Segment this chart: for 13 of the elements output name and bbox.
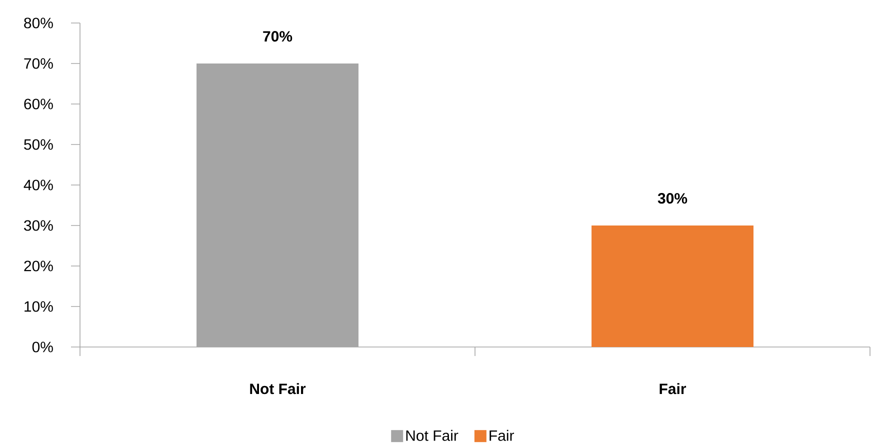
y-tick-label: 20% [24,260,53,272]
y-tick-label: 50% [24,139,53,150]
y-tick-label: 0% [32,342,53,352]
data-label: 70% [263,31,292,42]
y-tick-label: 40% [24,180,53,190]
y-tick-label: 10% [24,301,53,312]
y-tick-label: 70% [24,58,53,69]
legend-label: Not Fair [406,430,458,441]
legend-label: Fair [490,430,514,441]
y-tick-label: 60% [24,98,53,110]
data-label: 30% [658,193,688,204]
y-tick-label: 30% [24,220,53,231]
y-tick-label: 80% [24,18,53,28]
